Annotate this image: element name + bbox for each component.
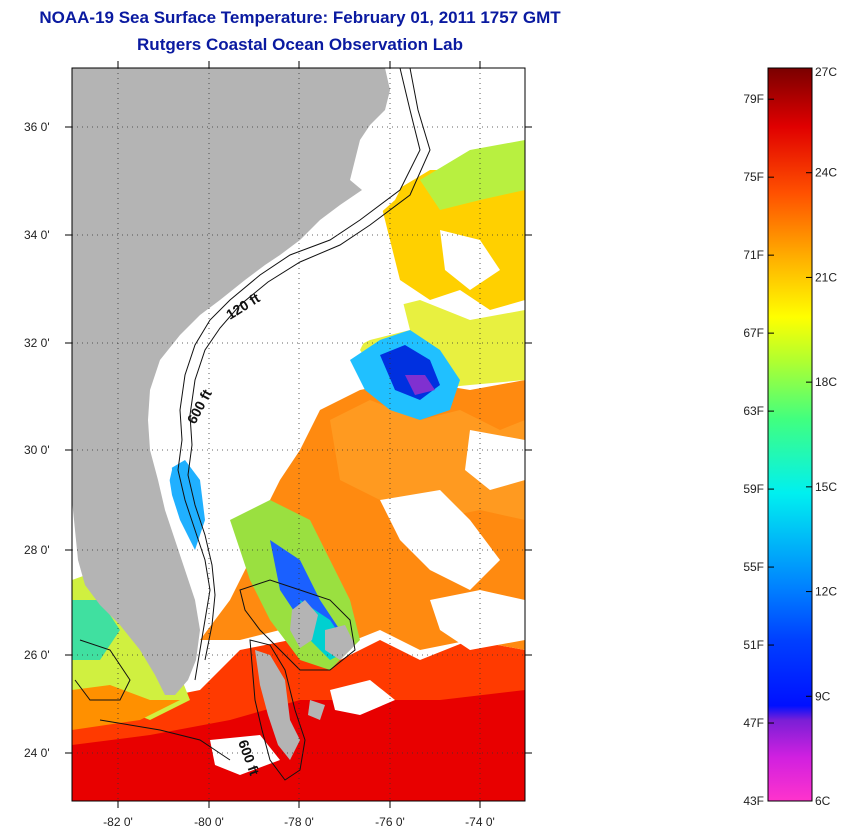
lat-label: 34 0' — [24, 228, 50, 242]
sst-field — [72, 140, 525, 801]
colorbar-celsius-label: 24C — [815, 166, 837, 180]
lon-label: -80 0' — [194, 815, 224, 829]
lat-label: 24 0' — [24, 746, 50, 760]
axis-ticks — [65, 61, 532, 808]
graticule — [72, 68, 525, 801]
colorbar-fahrenheit-label: 79F — [743, 92, 764, 106]
colorbar-scale — [767, 67, 813, 802]
colorbar-celsius-label: 27C — [815, 65, 837, 79]
colorbar-fahrenheit-label: 75F — [743, 170, 764, 184]
lat-label: 32 0' — [24, 336, 50, 350]
colorbar-celsius-label: 18C — [815, 375, 837, 389]
map-title: NOAA-19 Sea Surface Temperature: Februar… — [39, 8, 561, 27]
colorbar-celsius-label: 9C — [815, 689, 831, 703]
lon-label: -74 0' — [465, 815, 495, 829]
colorbar-fahrenheit-label: 67F — [743, 326, 764, 340]
colorbar-fahrenheit-label: 63F — [743, 404, 764, 418]
lat-label: 36 0' — [24, 120, 50, 134]
colorbar-fahrenheit-label: 43F — [743, 794, 764, 808]
lon-label: -78 0' — [284, 815, 314, 829]
lat-label: 26 0' — [24, 648, 50, 662]
colorbar-celsius-label: 21C — [815, 270, 837, 284]
lon-label: -82 0' — [103, 815, 133, 829]
colorbar-celsius-label: 6C — [815, 794, 831, 808]
colorbar-fahrenheit-label: 55F — [743, 560, 764, 574]
colorbar: 27C 24C 21C 18C 15C 12C 9C 6C 79F 75F 71F 67F 63F 59F… — [743, 65, 837, 808]
colorbar-fahrenheit-label: 47F — [743, 716, 764, 730]
map-subtitle: Rutgers Coastal Ocean Observation Lab — [137, 35, 463, 54]
colorbar-celsius-label: 12C — [815, 585, 837, 599]
land — [72, 68, 390, 760]
bathymetry-contours — [74, 68, 431, 781]
colorbar-fahrenheit-label: 51F — [743, 638, 764, 652]
lon-label: -76 0' — [375, 815, 405, 829]
lat-label: 28 0' — [24, 543, 50, 557]
map-area: 120 ft 600 ft 600 ft — [72, 68, 525, 801]
colorbar-fahrenheit-label: 59F — [743, 482, 764, 496]
lat-label: 30 0' — [24, 443, 50, 457]
colorbar-celsius-label: 15C — [815, 480, 837, 494]
colorbar-fahrenheit-label: 71F — [743, 248, 764, 262]
